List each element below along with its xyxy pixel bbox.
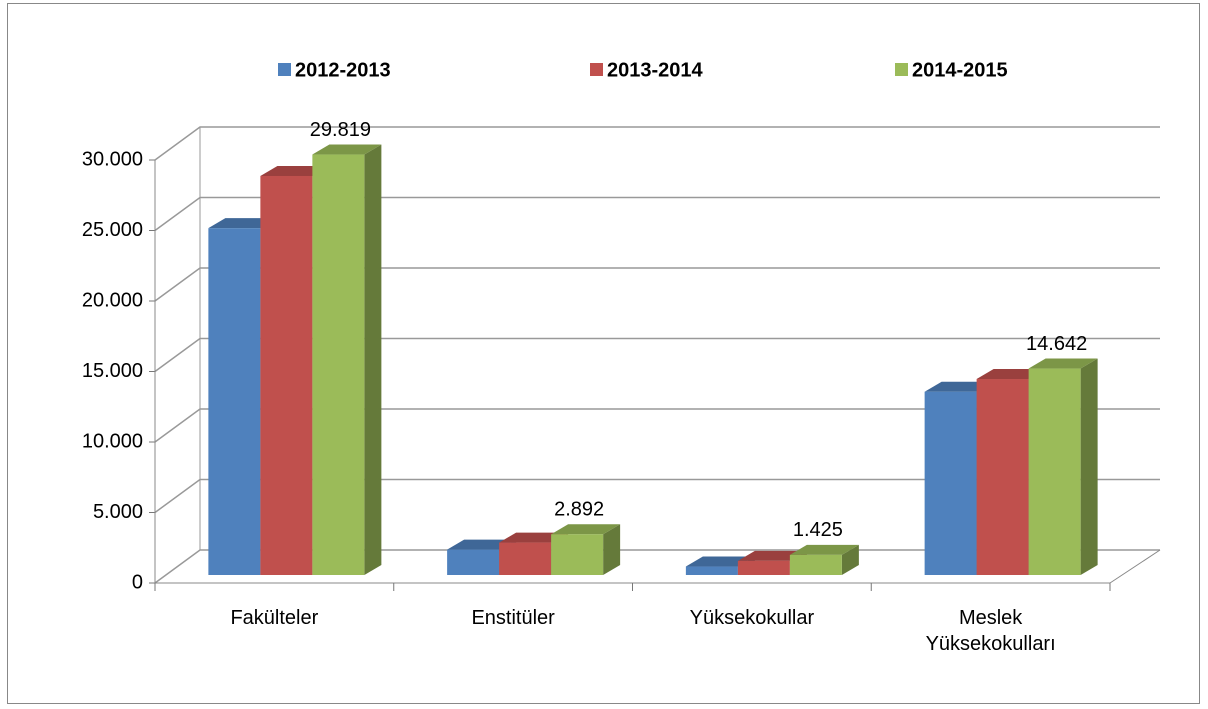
bar [1028,368,1081,575]
legend-label: 2014-2015 [912,59,1008,81]
bar-top [924,381,994,392]
x-tick-label: Yüksekokullar [689,607,815,629]
bar-side [841,544,859,575]
bar [447,549,500,575]
y-tick-label: 0 [132,571,143,593]
data-label: 14.642 [1026,333,1087,355]
bar [737,560,790,575]
bar-side [1080,358,1098,575]
y-tick-label: 25.000 [82,219,143,241]
y-tick-label: 30.000 [82,148,143,170]
grid-line [154,478,1160,514]
legend-swatch [895,63,908,76]
bar-side [603,524,621,575]
data-label: 1.425 [793,519,843,541]
floor-right [1109,549,1161,584]
bar-top [312,144,382,155]
bar-top [447,539,517,550]
bar-top [976,369,1046,380]
bar-top [208,218,278,229]
legend-label: 2013-2014 [607,59,704,81]
data-label: 29.819 [310,119,371,141]
chart-border [7,3,1200,704]
bar [499,542,552,575]
x-tick-label: Enstitüler [471,607,555,629]
grid-line [154,126,1160,161]
bar-top [260,165,330,176]
data-label: 2.892 [554,499,604,521]
y-tick-label: 5.000 [93,501,143,523]
bar [208,228,261,575]
bar-top [499,532,569,543]
legend-swatch [278,63,291,76]
bar-side [364,144,382,575]
legend-label: 2012-2013 [295,59,391,81]
bar [260,175,313,575]
bar-top [1028,358,1098,369]
bar [976,379,1029,575]
bar [312,154,365,575]
grid-line [154,267,1160,302]
bar-top [737,550,807,561]
y-tick-label: 15.000 [82,360,143,382]
bar [789,554,842,575]
bar [685,566,738,575]
bar-top [789,544,859,555]
y-tick-label: 20.000 [82,289,143,311]
bar-top [685,556,755,567]
grid-line [154,337,1160,373]
x-tick-label: Meslek Yüksekokulları [925,607,1056,655]
bar [551,534,604,575]
grid-line [154,196,1160,232]
bar-top [551,524,621,535]
y-tick-label: 10.000 [82,430,143,452]
legend-swatch [590,63,603,76]
grid-line [154,408,1160,443]
x-tick-label: Fakülteler [230,607,319,629]
bar [924,391,977,575]
